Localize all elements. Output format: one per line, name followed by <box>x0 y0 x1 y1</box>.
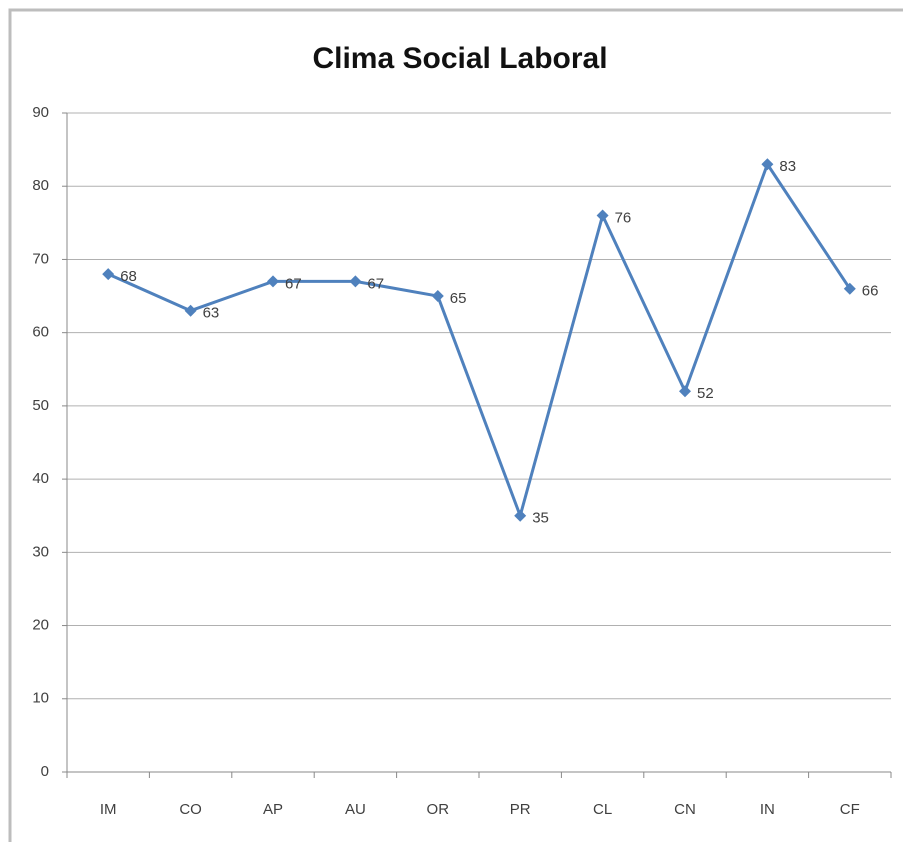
y-tick-label: 10 <box>32 690 49 707</box>
data-marker <box>267 275 279 288</box>
chart-frame <box>8 8 903 842</box>
data-label: 67 <box>285 275 302 292</box>
y-tick-label: 0 <box>41 763 49 780</box>
data-label: 76 <box>615 209 632 226</box>
data-label: 66 <box>862 283 879 300</box>
data-marker <box>843 282 856 295</box>
x-tick-label: IM <box>100 801 117 818</box>
data-label: 83 <box>779 158 796 175</box>
data-label: 52 <box>697 385 714 402</box>
x-tick-label: IN <box>760 801 775 818</box>
data-line <box>107 162 852 518</box>
x-tick-label: AU <box>345 801 366 818</box>
y-tick-label: 90 <box>32 104 49 121</box>
x-tick-label: CF <box>840 801 860 818</box>
x-tick-label: AP <box>263 801 283 818</box>
x-tick-label: OR <box>427 801 450 818</box>
y-tick-label: 20 <box>32 617 49 634</box>
y-tick-label: 70 <box>32 250 49 267</box>
x-tick-label: PR <box>510 801 531 818</box>
data-label: 67 <box>367 275 384 292</box>
y-tick-label: 30 <box>32 543 49 560</box>
data-marker <box>102 268 115 281</box>
x-tick-label: CO <box>179 801 202 818</box>
y-tick-label: 50 <box>32 397 49 414</box>
data-marker <box>184 304 197 317</box>
data-marker <box>596 209 609 222</box>
data-label: 35 <box>532 510 549 527</box>
x-tick-label: CN <box>674 801 696 818</box>
data-label: 65 <box>450 290 467 307</box>
data-marker <box>349 275 362 288</box>
chart-title: Clima Social Laboral <box>312 42 607 75</box>
x-tick-label: CL <box>593 801 612 818</box>
y-tick-label: 80 <box>32 177 49 194</box>
data-marker <box>431 290 444 303</box>
data-marker <box>761 158 774 171</box>
data-marker <box>514 509 527 522</box>
data-label: 63 <box>203 305 220 322</box>
y-tick-label: 40 <box>32 470 49 487</box>
data-label: 68 <box>120 268 137 285</box>
data-marker <box>679 385 691 398</box>
y-tick-label: 60 <box>32 324 49 341</box>
